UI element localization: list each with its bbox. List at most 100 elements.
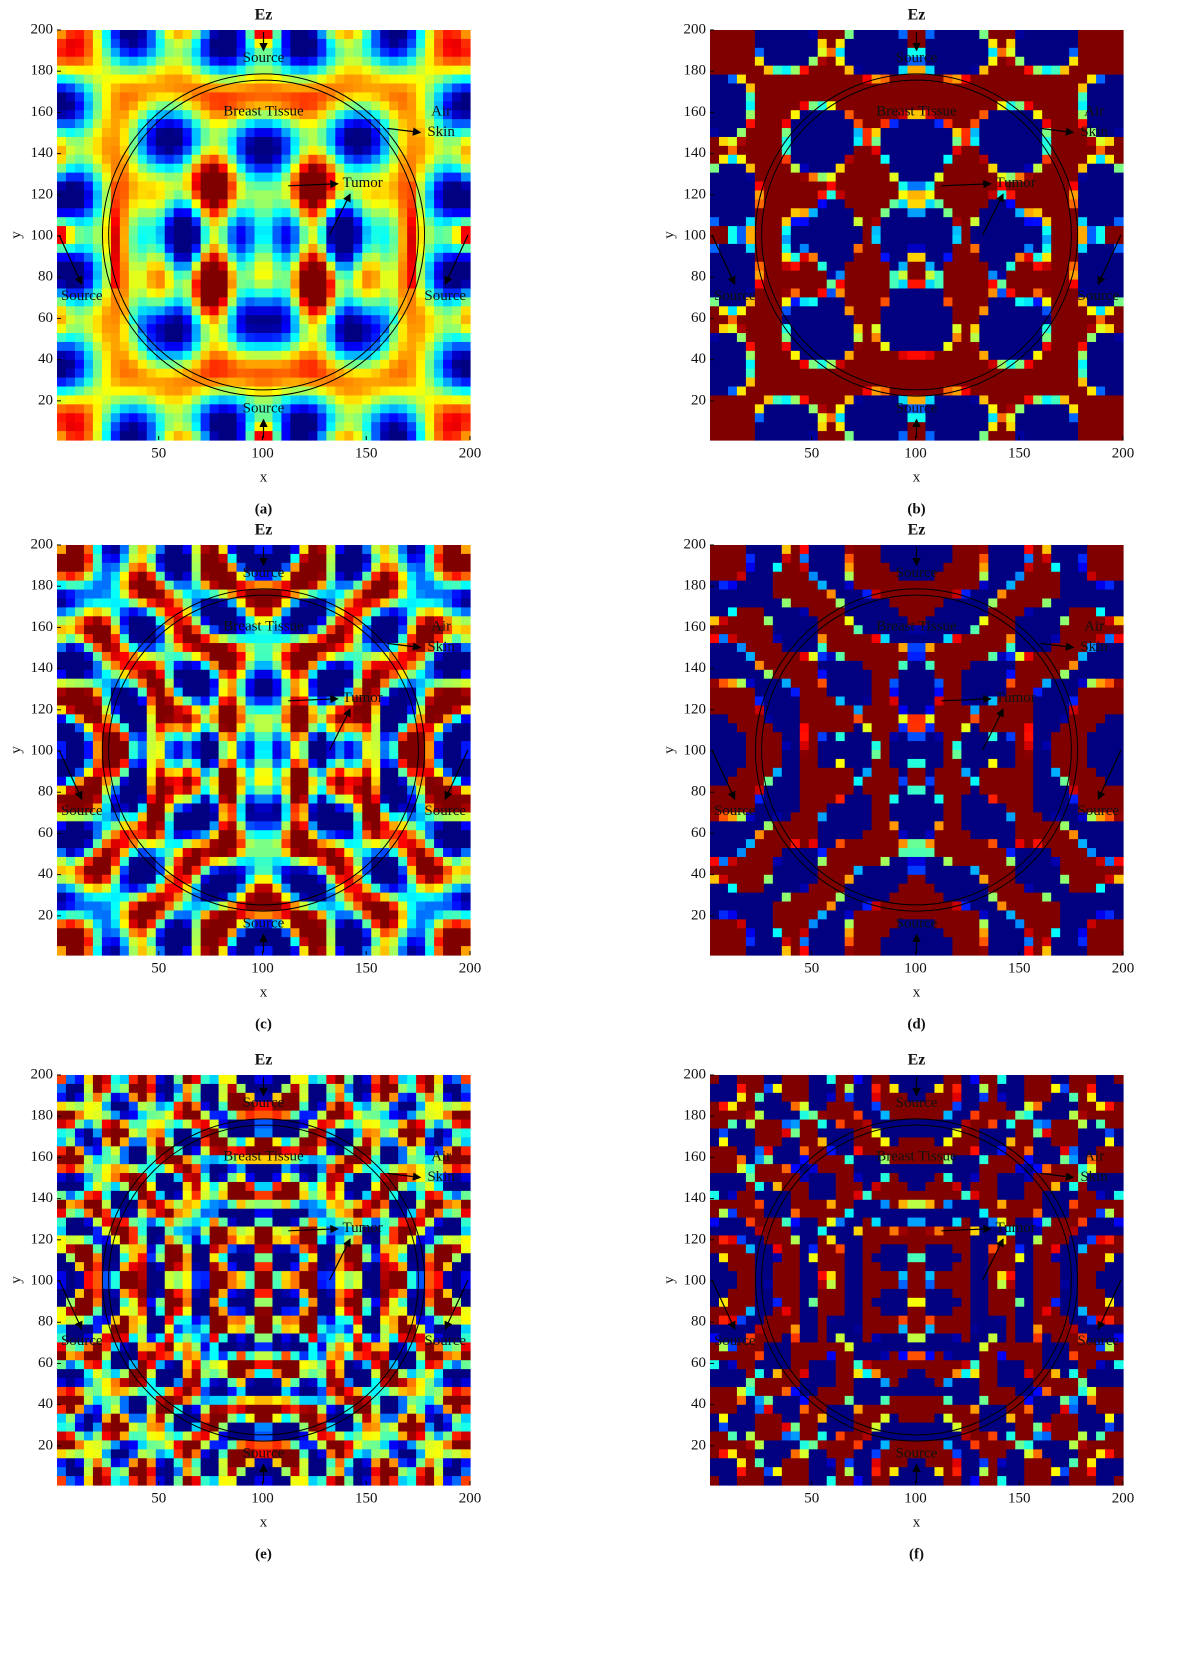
field-cell [863,182,873,192]
field-cell [174,937,184,947]
field-cell [129,741,139,751]
field-cell [961,280,971,290]
field-cell [791,271,801,281]
field-cell [264,342,274,352]
field-cell [719,146,729,156]
field-cell [1087,146,1097,156]
field-cell [192,297,202,307]
field-cell [407,128,417,138]
field-cell [84,821,94,831]
field-cell [353,378,363,388]
field-cell [344,244,354,254]
field-cell [174,146,184,156]
field-cell [111,217,121,227]
field-cell [1042,190,1052,200]
field-cell [398,422,408,432]
field-cell [183,48,193,58]
field-cell [737,253,747,263]
field-cell [863,30,873,40]
field-cell [264,208,274,218]
field-cell [925,146,935,156]
field-cell [174,324,184,334]
field-cell [461,217,471,227]
field-cell [818,39,828,49]
field-cell [147,57,157,67]
field-cell [1069,333,1079,343]
field-cell [809,48,819,58]
field-cell [1114,315,1124,325]
field-cell [201,306,211,316]
field-cell [75,839,85,849]
field-cell [425,92,435,102]
field-cell [1051,208,1061,218]
field-cell [84,413,94,423]
field-cell [407,83,417,93]
field-cell [66,146,76,156]
field-cell [719,342,729,352]
field-cell [1051,182,1061,192]
field-cell [773,387,783,397]
caption: (b) [907,501,925,517]
field-cell [138,928,148,938]
field-cell [1087,39,1097,49]
field-cell [165,404,175,414]
field-cell [57,607,67,617]
field-cell [183,164,193,174]
field-cell [764,75,774,85]
field-cell [908,173,918,183]
field-cell [434,413,444,423]
field-cell [1114,422,1124,432]
x-axis-label: x [260,469,268,485]
field-cell [389,422,399,432]
field-cell [1087,262,1097,272]
field-cell [845,110,855,120]
field-cell [746,253,756,263]
field-cell [147,714,157,724]
field-cell [147,110,157,120]
field-cell [120,101,130,111]
field-cell [1015,83,1025,93]
field-cell [183,244,193,254]
field-cell [66,395,76,405]
field-cell [443,413,453,423]
field-cell [183,288,193,298]
field-cell [719,404,729,414]
field-cell [881,253,891,263]
field-cell [84,902,94,912]
field-cell [102,315,112,325]
field-cell [979,288,989,298]
field-cell [308,137,318,147]
field-cell [138,199,148,209]
field-cell [174,705,184,715]
field-cell [335,387,345,397]
field-cell [809,431,819,441]
field-cell [111,768,121,778]
field-cell [335,119,345,129]
field-cell [1069,48,1079,58]
field-cell [737,422,747,432]
field-cell [120,768,130,778]
field-cell [881,173,891,183]
field-cell [93,768,103,778]
field-cell [84,670,94,680]
field-cell [1006,387,1016,397]
field-cell [1024,288,1034,298]
field-cell [755,324,765,334]
field-cell [138,777,148,787]
field-cell [719,235,729,245]
field-cell [434,262,444,272]
field-cell [961,92,971,102]
field-cell [773,342,783,352]
field-cell [219,262,229,272]
field-cell [925,155,935,165]
field-cell [425,164,435,174]
field-cell [75,378,85,388]
field-cell [461,110,471,120]
field-cell [827,395,837,405]
field-cell [102,946,112,956]
field-cell [219,199,229,209]
field-cell [138,101,148,111]
field-cell [773,226,783,236]
field-cell [237,39,247,49]
field-cell [326,164,336,174]
